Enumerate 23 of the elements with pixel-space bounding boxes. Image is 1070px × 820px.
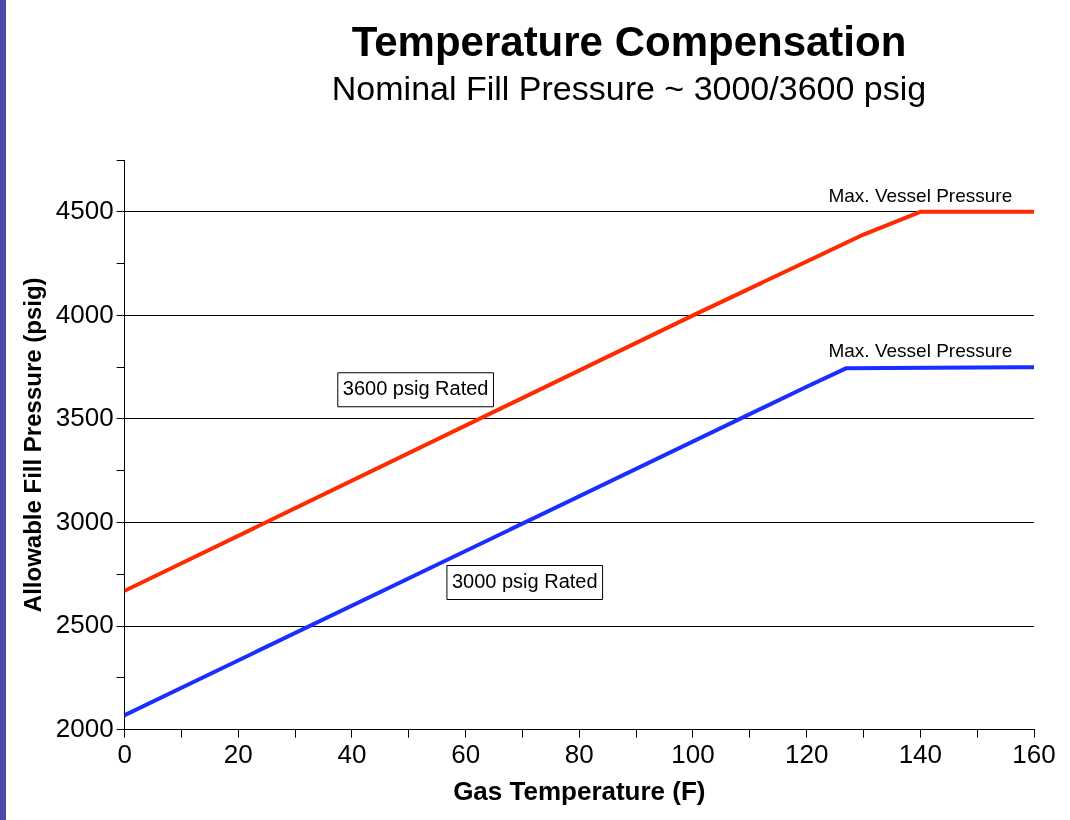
series-label: 3000 psig Rated — [451, 570, 598, 593]
chart-title: Temperature Compensation — [351, 18, 907, 65]
x-tick-label: 0 — [117, 739, 132, 770]
x-tick-label: 160 — [1012, 739, 1056, 770]
y-tick-label: 2000 — [55, 712, 114, 743]
x-tick-label: 20 — [223, 739, 253, 770]
y-tick-label: 2500 — [55, 609, 114, 640]
x-tick-label: 100 — [671, 739, 715, 770]
annotation: Max. Vessel Pressure — [828, 184, 1013, 206]
annotation: Max. Vessel Pressure — [828, 340, 1013, 362]
series-label: 3600 psig Rated — [342, 377, 489, 400]
x-tick-label: 80 — [564, 739, 594, 770]
chart-subtitle: Nominal Fill Pressure ~ 3000/3600 psig — [331, 69, 927, 107]
x-tick-label: 60 — [451, 739, 481, 770]
y-tick-label: 3500 — [55, 402, 114, 433]
y-axis-title: Allowable Fill Pressure (psig) — [19, 277, 47, 613]
y-tick-label: 4500 — [55, 194, 114, 225]
x-tick-label: 140 — [898, 739, 943, 770]
x-tick-label: 40 — [337, 739, 367, 770]
x-axis-title: Gas Temperature (F) — [453, 775, 706, 806]
y-tick-label: 4000 — [55, 298, 114, 329]
y-tick-label: 3000 — [55, 505, 114, 536]
x-tick-label: 120 — [784, 739, 829, 770]
